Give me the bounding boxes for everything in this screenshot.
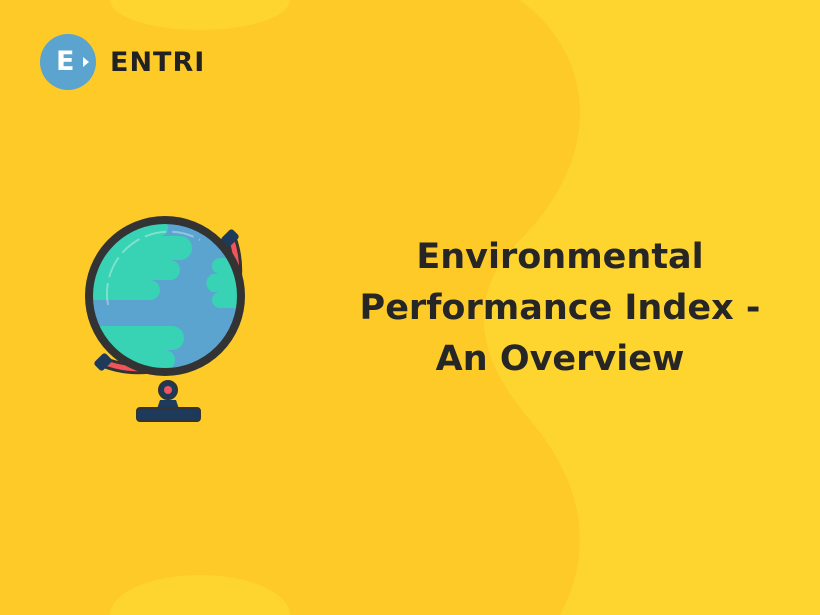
entri-logo[interactable]: E ENTRI bbox=[40, 34, 205, 90]
logo-badge: E bbox=[40, 34, 96, 90]
background-blob-bottom bbox=[110, 575, 290, 615]
play-arrow-icon bbox=[83, 57, 89, 67]
title-line-3: An Overview bbox=[435, 339, 685, 379]
background-blob-top bbox=[110, 0, 290, 30]
title-line-2: Performance Index - bbox=[359, 288, 761, 328]
globe-highlight bbox=[105, 230, 201, 306]
globe-base bbox=[136, 407, 201, 422]
ring-cap-bottom bbox=[94, 353, 112, 371]
page-title: Environmental Performance Index - An Ove… bbox=[350, 232, 770, 385]
globe-pivot-dot bbox=[164, 386, 172, 394]
logo-letter: E bbox=[56, 46, 75, 77]
globe-outline bbox=[85, 216, 245, 376]
ring-cap-top bbox=[221, 229, 239, 247]
title-line-1: Environmental bbox=[416, 237, 704, 277]
brand-name: ENTRI bbox=[110, 46, 206, 78]
background-wave bbox=[483, 0, 820, 615]
